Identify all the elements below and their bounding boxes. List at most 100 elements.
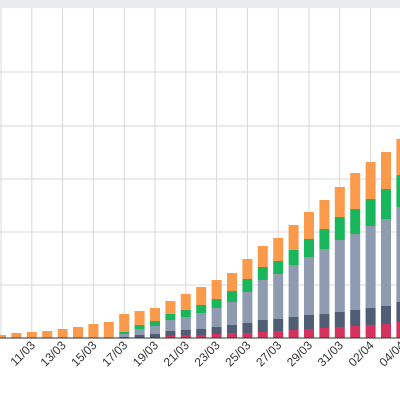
bar-segment (304, 239, 314, 257)
bar-segment (334, 312, 345, 327)
bar-segment (319, 249, 330, 314)
bar-segment (334, 187, 345, 217)
bar-segment (257, 246, 268, 267)
bar-segment (227, 325, 237, 333)
bar-segment (334, 240, 345, 312)
bar-segment (365, 226, 376, 308)
x-tick-label: 04/04 (376, 338, 400, 369)
x-tick-label: 25/03 (222, 338, 253, 369)
bar-segment (365, 325, 376, 338)
bar-segment (319, 200, 330, 229)
bar-segment (396, 302, 400, 322)
bar-segment (196, 335, 207, 338)
bar-segment (396, 139, 400, 175)
bar-segment (119, 334, 130, 337)
bar-segment (180, 294, 191, 310)
bar-segment (319, 229, 330, 249)
bar-segment (365, 199, 376, 226)
bar-segment (211, 308, 222, 327)
bar-segment (150, 326, 160, 334)
bar-segment (227, 302, 237, 325)
bar-segment (165, 331, 176, 336)
x-tick-label: 02/04 (346, 338, 377, 369)
bar-segment (288, 330, 299, 338)
grid-lines (0, 8, 400, 338)
bar-segment (365, 162, 376, 199)
bar-segment (288, 265, 299, 317)
bar-segment (180, 310, 191, 317)
bar-segment (134, 329, 145, 335)
x-tick-label: 21/03 (161, 338, 192, 369)
bar-segment (150, 321, 160, 326)
bar-segment (165, 320, 176, 331)
bar-segment (211, 280, 222, 299)
bar-segment (257, 267, 268, 280)
bar-segment (350, 173, 361, 209)
bar-segment (288, 225, 299, 250)
bar-segment (227, 291, 237, 302)
bar-segment (396, 207, 400, 302)
bar-segment (381, 324, 391, 338)
bar-segment (227, 333, 237, 338)
bar-segment (273, 331, 284, 338)
bar-segment (304, 329, 314, 338)
bar-segment (150, 334, 160, 338)
bar-segment (134, 311, 145, 325)
bar-segment (196, 313, 207, 329)
bar-segment (288, 317, 299, 330)
bars (0, 139, 400, 338)
bar-segment (165, 301, 176, 314)
bar-segment (150, 308, 160, 321)
bar-segment (273, 238, 284, 261)
x-tick-label: 15/03 (68, 338, 99, 369)
bar-segment (165, 314, 176, 320)
x-tick-labels: 11/03 13/03 15/03 17/03 19/03 21/03 23/03 25/03… (7, 338, 400, 369)
bar-segment (350, 234, 361, 310)
bar-segment (396, 175, 400, 207)
bar-segment (42, 331, 53, 338)
bar-segment (334, 217, 345, 240)
x-tick-label: 17/03 (99, 338, 130, 369)
bar-segment (273, 274, 284, 319)
bar-segment (257, 280, 268, 320)
bar-segment (57, 329, 68, 338)
x-tick-label: 13/03 (38, 338, 69, 369)
bar-segment (365, 308, 376, 325)
bar-segment (227, 273, 237, 291)
x-tick-label: 31/03 (315, 338, 346, 369)
bar-segment (334, 327, 345, 338)
bar-segment (257, 320, 268, 332)
bar-segment (196, 329, 207, 335)
bar-segment (11, 333, 22, 338)
bar-segment (396, 322, 400, 338)
bar-segment (211, 334, 222, 338)
bar-segment (319, 328, 330, 338)
x-tick-label: 19/03 (130, 338, 161, 369)
bar-segment (242, 323, 253, 333)
bar-segment (88, 324, 99, 338)
bar-segment (73, 327, 83, 338)
bar-segment (196, 287, 207, 305)
bar-segment (242, 279, 253, 292)
bar-segment (381, 152, 391, 189)
bar-segment (304, 315, 314, 329)
bar-segment (211, 299, 222, 308)
bar-segment (273, 319, 284, 331)
bar-segment (119, 332, 130, 334)
bar-segment (288, 250, 299, 265)
bar-segment (242, 333, 253, 338)
bar-segment (350, 209, 361, 234)
bar-segment (103, 322, 114, 338)
bar-segment (304, 257, 314, 315)
bar-segment (0, 335, 6, 338)
bar-segment (242, 292, 253, 323)
bar-segment (180, 330, 191, 335)
bar-segment (26, 332, 37, 338)
bar-segment (273, 261, 284, 274)
bar-segment (196, 305, 207, 313)
x-tick-label: 23/03 (192, 338, 223, 369)
bar-segment (134, 325, 145, 329)
x-tick-label: 11/03 (7, 338, 38, 369)
bar-segment (211, 327, 222, 334)
